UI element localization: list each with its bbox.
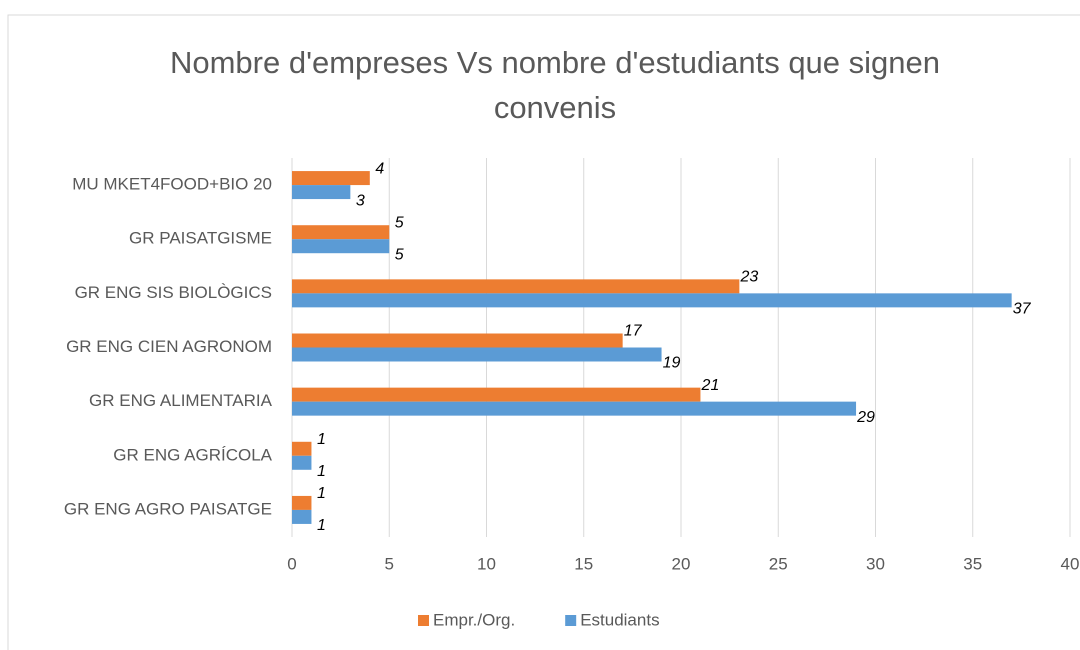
x-tick-label: 10 — [477, 554, 496, 573]
value-label: 5 — [395, 246, 404, 263]
bar — [292, 455, 312, 470]
y-tick-label: GR ENG ALIMENTARIA — [89, 391, 273, 410]
chart-title: Nombre d'empreses Vs nombre d'estudiants… — [169, 45, 941, 125]
bar — [292, 441, 312, 456]
bar — [292, 185, 351, 200]
x-tick-label: 40 — [1061, 554, 1080, 573]
value-label: 23 — [739, 269, 758, 286]
y-tick-label: GR ENG SIS BIOLÒGICS — [75, 283, 272, 302]
x-tick-label: 0 — [287, 554, 296, 573]
bar — [292, 347, 662, 362]
bar — [292, 401, 857, 416]
y-tick-label: MU MKET4FOOD+BIO 20 — [72, 175, 272, 194]
value-label: 19 — [663, 355, 681, 372]
bar — [292, 495, 312, 510]
y-tick-label: GR ENG AGRO PAISATGE — [64, 499, 272, 518]
x-tick-label: 20 — [672, 554, 691, 573]
value-label: 3 — [356, 192, 365, 209]
bar — [292, 239, 390, 254]
y-tick-label: GR ENG AGRÍCOLA — [113, 445, 272, 464]
legend-label: Estudiants — [580, 610, 659, 629]
bar — [292, 387, 701, 402]
y-tick-label: GR ENG CIEN AGRONOM — [66, 337, 272, 356]
x-tick-label: 5 — [385, 554, 394, 573]
legend-label: Empr./Org. — [433, 610, 515, 629]
y-tick-label: GR PAISATGISME — [129, 229, 272, 248]
value-label: 1 — [317, 463, 326, 480]
value-label: 5 — [395, 214, 404, 231]
chart-border — [7, 14, 1080, 650]
value-label: 4 — [375, 160, 384, 177]
value-label: 1 — [317, 517, 326, 534]
x-tick-label: 15 — [574, 554, 593, 573]
value-label: 29 — [856, 409, 875, 426]
bar — [292, 279, 740, 294]
bar — [292, 171, 370, 186]
x-tick-label: 30 — [866, 554, 885, 573]
value-label: 17 — [624, 323, 643, 340]
x-tick-label: 35 — [963, 554, 982, 573]
bar — [292, 509, 312, 524]
legend-swatch — [418, 615, 429, 626]
value-label: 1 — [317, 431, 326, 448]
value-label: 1 — [317, 485, 326, 502]
x-tick-label: 25 — [769, 554, 788, 573]
value-label: 37 — [1013, 301, 1032, 318]
bar — [292, 333, 623, 348]
bar — [292, 293, 1012, 308]
bar — [292, 225, 390, 240]
legend-swatch — [565, 615, 577, 626]
value-label: 21 — [701, 377, 720, 394]
